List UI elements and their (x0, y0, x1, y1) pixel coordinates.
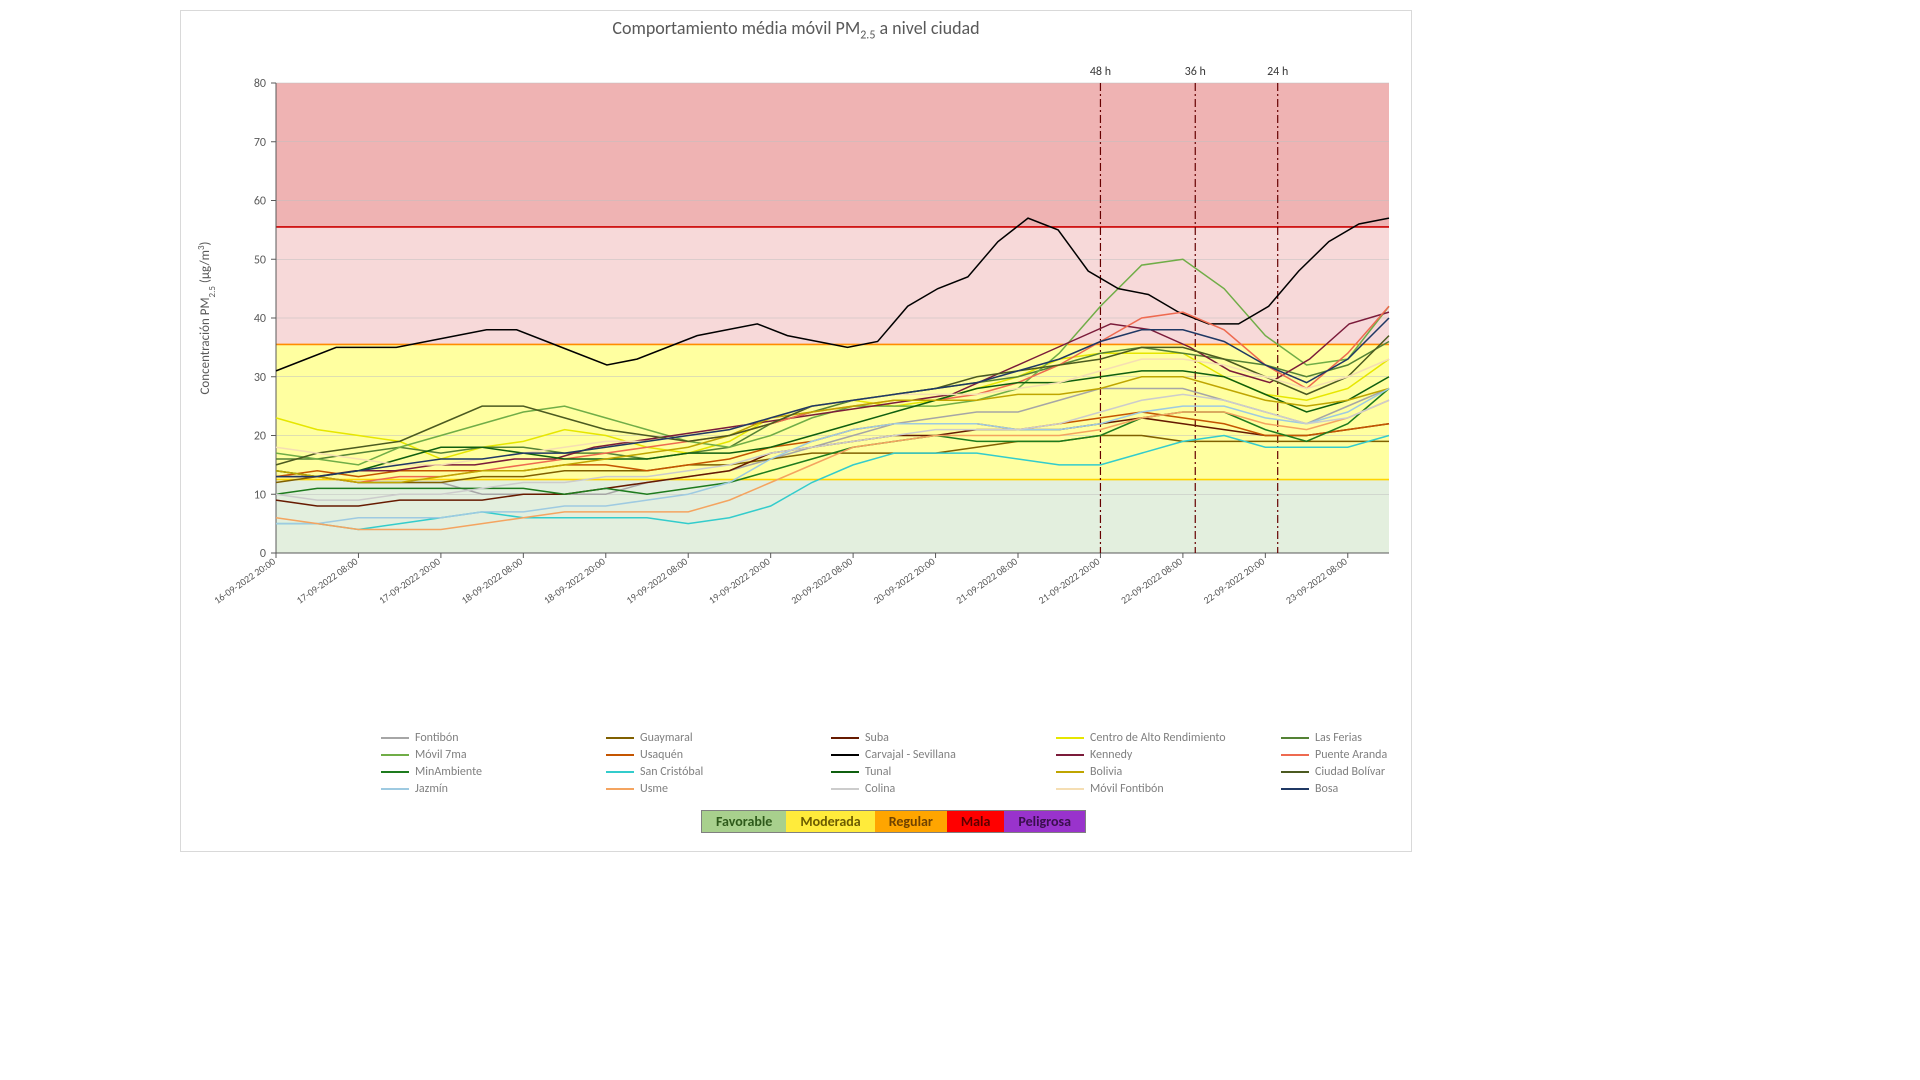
x-tick-label: 21-09-2022 08:00 (953, 554, 1019, 606)
legend-label: Usme (640, 782, 668, 796)
x-tick-label: 17-09-2022 08:00 (294, 554, 360, 606)
legend-swatch (381, 788, 409, 790)
legend-item: Guaymaral (606, 731, 831, 745)
x-tick-label: 22-09-2022 20:00 (1201, 554, 1267, 606)
legend-label: Ciudad Bolívar (1315, 765, 1385, 779)
legend-item: Móvil Fontibón (1056, 782, 1281, 796)
legend-swatch (1281, 754, 1309, 756)
legend-swatch (1281, 771, 1309, 773)
legend-swatch (381, 754, 409, 756)
legend-item: Usaquén (606, 748, 831, 762)
reference-vline-label: 24 h (1267, 65, 1288, 79)
y-tick-label: 20 (254, 429, 266, 443)
legend-item: Kennedy (1056, 748, 1281, 762)
legend-swatch (831, 737, 859, 739)
y-tick-label: 50 (254, 253, 266, 267)
legend-label: Las Ferias (1315, 731, 1362, 745)
y-axis-label: Concentración PM2.5 (µg/m3) (196, 241, 218, 394)
legend-item: MinAmbiente (381, 765, 606, 779)
y-tick-label: 40 (254, 312, 266, 326)
quality-legend-item: Moderada (786, 811, 874, 832)
quality-band (276, 479, 1389, 552)
chart-container: Comportamiento média móvil PM2.5 a nivel… (180, 10, 1412, 852)
legend-label: Bolivia (1090, 765, 1122, 779)
x-tick-label: 21-09-2022 20:00 (1036, 554, 1102, 606)
legend-swatch (1056, 737, 1084, 739)
legend-swatch (1056, 771, 1084, 773)
legend-label: Móvil 7ma (415, 748, 467, 762)
legend-swatch (831, 754, 859, 756)
x-tick-label: 23-09-2022 08:00 (1283, 554, 1349, 606)
legend-label: Colina (865, 782, 895, 796)
legend-item: Bolivia (1056, 765, 1281, 779)
quality-legend-item: Mala (947, 811, 1005, 832)
legend-item: Centro de Alto Rendimiento (1056, 731, 1281, 745)
quality-band (276, 83, 1389, 227)
legend-label: MinAmbiente (415, 765, 482, 779)
series-legend: Fontibón Guaymaral Suba Centro de Alto Rend… (381, 728, 1571, 799)
legend-item: Fontibón (381, 731, 606, 745)
chart-title: Comportamiento média móvil PM2.5 a nivel… (181, 17, 1411, 43)
quality-legend: FavorableModeradaRegularMalaPeligrosa (701, 810, 1086, 833)
quality-legend-item: Peligrosa (1004, 811, 1085, 832)
legend-label: Fontibón (415, 731, 459, 745)
legend-item: Bosa (1281, 782, 1506, 796)
legend-label: Jazmín (415, 782, 448, 796)
legend-swatch (606, 754, 634, 756)
legend-label: Guaymaral (640, 731, 693, 745)
legend-label: Centro de Alto Rendimiento (1090, 731, 1226, 745)
legend-item: Jazmín (381, 782, 606, 796)
legend-swatch (1056, 788, 1084, 790)
legend-label: Kennedy (1090, 748, 1132, 762)
legend-item: Puente Aranda (1281, 748, 1506, 762)
quality-legend-item: Favorable (702, 811, 786, 832)
x-tick-label: 18-09-2022 08:00 (459, 554, 525, 606)
legend-swatch (1281, 737, 1309, 739)
legend-label: Suba (865, 731, 889, 745)
legend-label: Bosa (1315, 782, 1338, 796)
y-tick-label: 80 (254, 77, 266, 91)
x-tick-label: 19-09-2022 08:00 (624, 554, 690, 606)
legend-item: Tunal (831, 765, 1056, 779)
legend-swatch (381, 737, 409, 739)
legend-swatch (606, 771, 634, 773)
y-tick-label: 30 (254, 370, 266, 384)
reference-vline-label: 36 h (1185, 65, 1206, 79)
legend-swatch (1281, 788, 1309, 790)
legend-label: Puente Aranda (1315, 748, 1387, 762)
x-tick-label: 22-09-2022 08:00 (1118, 554, 1184, 606)
legend-label: San Cristóbal (640, 765, 703, 779)
x-tick-label: 20-09-2022 20:00 (871, 554, 937, 606)
legend-label: Carvajal - Sevillana (865, 748, 956, 762)
chart-plot-area: 0102030405060708016-09-2022 20:0017-09-2… (181, 43, 1409, 633)
legend-swatch (381, 771, 409, 773)
legend-item: Las Ferias (1281, 731, 1506, 745)
y-tick-label: 70 (254, 135, 266, 149)
x-tick-label: 19-09-2022 20:00 (706, 554, 772, 606)
y-tick-label: 60 (254, 194, 266, 208)
x-tick-label: 18-09-2022 20:00 (541, 554, 607, 606)
legend-label: Móvil Fontibón (1090, 782, 1164, 796)
legend-swatch (831, 788, 859, 790)
legend-item: Suba (831, 731, 1056, 745)
legend-item: Móvil 7ma (381, 748, 606, 762)
legend-swatch (606, 737, 634, 739)
legend-label: Usaquén (640, 748, 683, 762)
x-tick-label: 16-09-2022 20:00 (211, 554, 277, 606)
legend-item: Usme (606, 782, 831, 796)
quality-legend-item: Regular (875, 811, 947, 832)
legend-item: Colina (831, 782, 1056, 796)
legend-item: San Cristóbal (606, 765, 831, 779)
legend-swatch (831, 771, 859, 773)
legend-item: Carvajal - Sevillana (831, 748, 1056, 762)
x-tick-label: 20-09-2022 08:00 (788, 554, 854, 606)
reference-vline-label: 48 h (1090, 65, 1111, 79)
x-tick-label: 17-09-2022 20:00 (376, 554, 442, 606)
legend-item: Ciudad Bolívar (1281, 765, 1506, 779)
legend-swatch (1056, 754, 1084, 756)
quality-band (276, 227, 1389, 345)
legend-label: Tunal (865, 765, 891, 779)
y-tick-label: 10 (254, 488, 266, 502)
legend-swatch (606, 788, 634, 790)
